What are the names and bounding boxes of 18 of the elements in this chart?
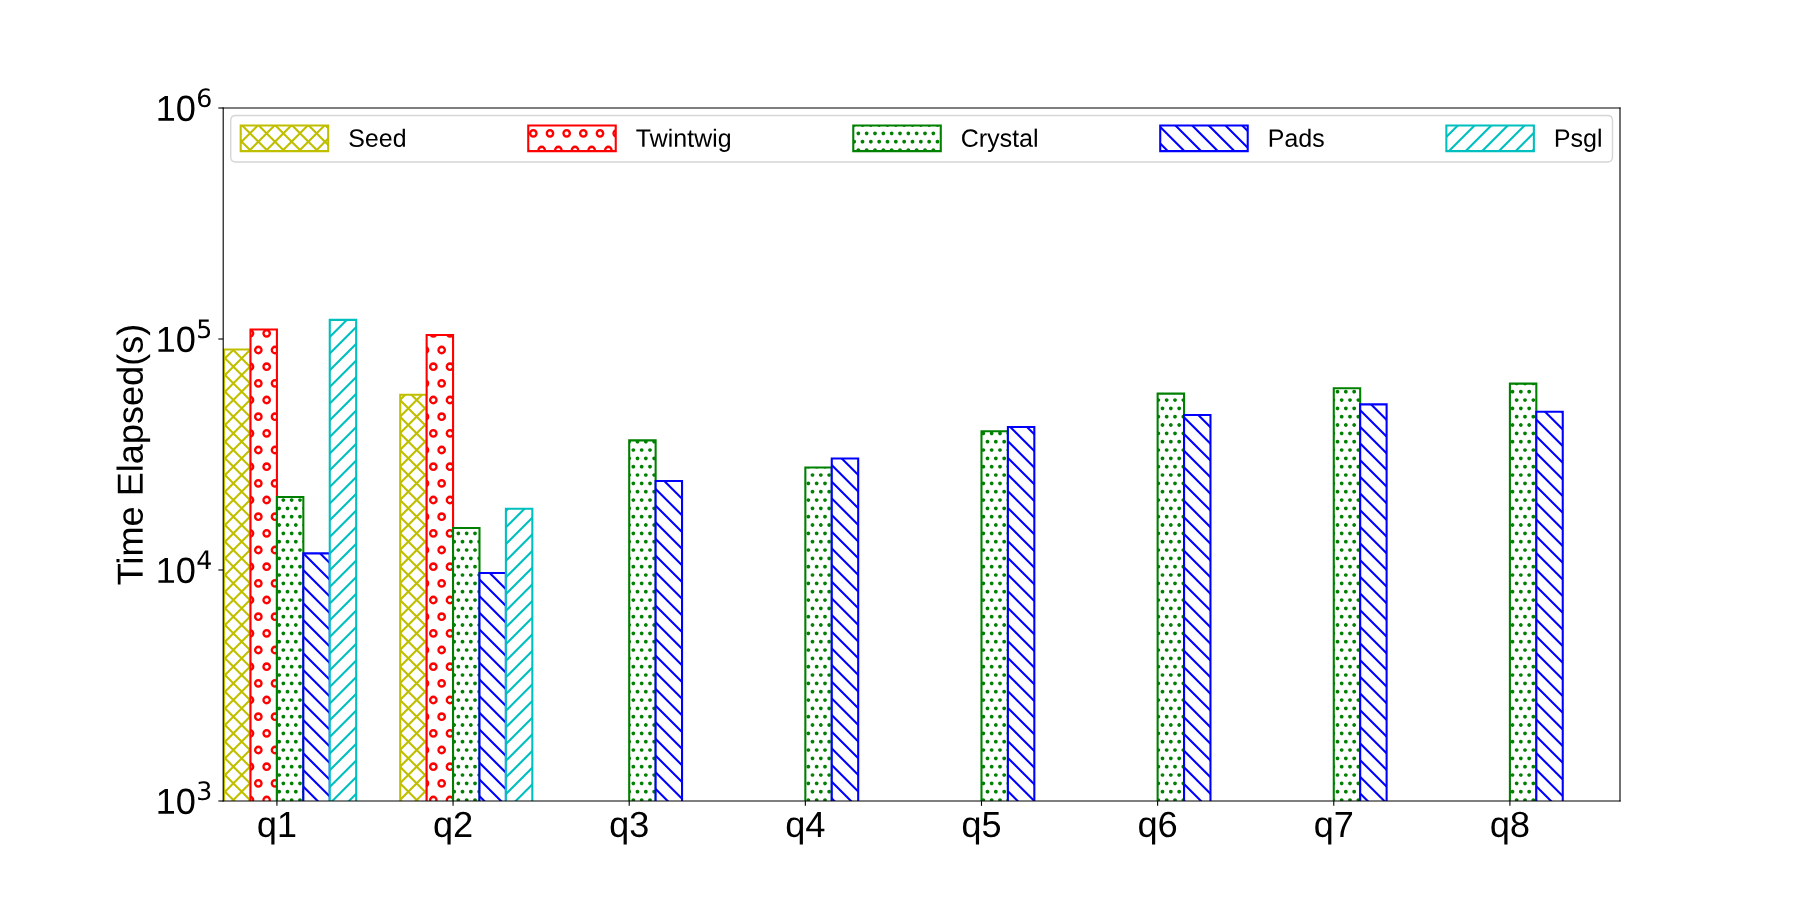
y-tick-label: 10$^{3}$ <box>158 781 211 815</box>
legend-label: Pads <box>1269 128 1324 147</box>
x-tick-label: q5 <box>962 812 1001 845</box>
legend-label: Crystal <box>962 128 1037 152</box>
x-tick-label: q2 <box>434 811 472 845</box>
y-tick-label: 10$^{4}$ <box>158 550 211 584</box>
y-axis-title: Time Elapsed(s) <box>116 325 151 585</box>
y-tick-label: 10$^{5}$ <box>158 319 211 353</box>
x-tick-label: q4 <box>786 812 825 845</box>
x-tick-label: q3 <box>610 811 648 845</box>
x-tick-label: q8 <box>1491 811 1529 845</box>
legend-label: Seed <box>349 128 405 147</box>
legend-label: Twintwig <box>636 128 730 152</box>
legend-label: Psgl <box>1555 128 1601 152</box>
x-tick-label: q7 <box>1315 812 1353 845</box>
x-tick-label: q1 <box>258 812 296 845</box>
y-tick-label: 10$^{6}$ <box>158 88 211 122</box>
x-tick-label: q6 <box>1139 811 1177 845</box>
